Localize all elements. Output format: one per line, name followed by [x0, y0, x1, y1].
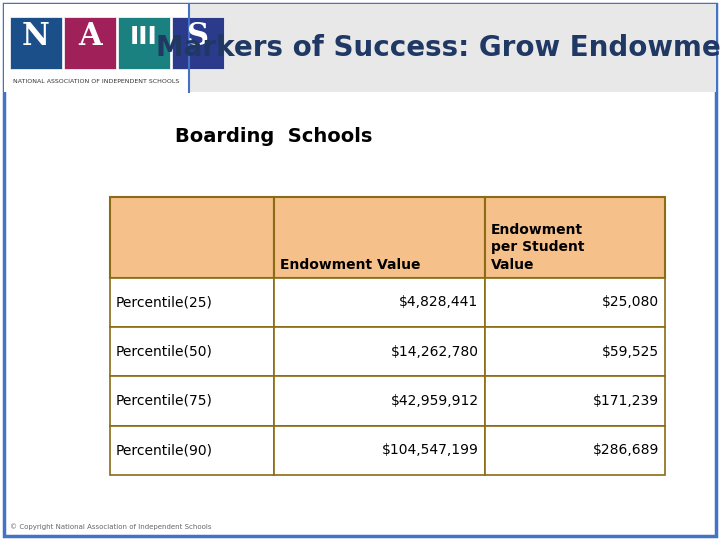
Bar — [485, 197, 665, 278]
Text: $42,959,912: $42,959,912 — [390, 394, 479, 408]
Text: Percentile(90): Percentile(90) — [116, 443, 213, 457]
Bar — [485, 327, 665, 376]
Text: A: A — [78, 21, 102, 52]
Bar — [110, 197, 274, 278]
Text: Percentile(25): Percentile(25) — [116, 295, 213, 309]
Text: N: N — [22, 21, 50, 52]
Text: Endowment
per Student
Value: Endowment per Student Value — [490, 223, 584, 272]
Text: S: S — [187, 21, 209, 52]
Text: $59,525: $59,525 — [602, 345, 659, 359]
Bar — [110, 278, 274, 327]
Bar — [274, 426, 485, 475]
Text: $4,828,441: $4,828,441 — [400, 295, 479, 309]
Text: Endowment Value: Endowment Value — [280, 258, 420, 272]
Bar — [110, 426, 274, 475]
Bar — [4, 4, 189, 92]
Bar — [10, 17, 62, 69]
Text: $104,547,199: $104,547,199 — [382, 443, 479, 457]
Bar — [118, 17, 170, 69]
Bar — [4, 4, 716, 92]
Text: III: III — [130, 25, 158, 49]
Text: $286,689: $286,689 — [593, 443, 659, 457]
Bar — [274, 278, 485, 327]
Bar — [110, 327, 274, 376]
Bar — [485, 426, 665, 475]
Text: Percentile(50): Percentile(50) — [116, 345, 213, 359]
Text: Markers of Success: Grow Endowment: Markers of Success: Grow Endowment — [156, 34, 720, 62]
Bar — [485, 278, 665, 327]
Bar — [274, 327, 485, 376]
Bar — [274, 376, 485, 426]
Bar — [64, 17, 116, 69]
Bar — [485, 376, 665, 426]
Text: $171,239: $171,239 — [593, 394, 659, 408]
Text: © Copyright National Association of Independent Schools: © Copyright National Association of Inde… — [10, 523, 212, 530]
Text: Boarding  Schools: Boarding Schools — [175, 127, 372, 146]
Text: $14,262,780: $14,262,780 — [391, 345, 479, 359]
Bar — [172, 17, 224, 69]
Text: $25,080: $25,080 — [602, 295, 659, 309]
Bar — [274, 197, 485, 278]
Bar — [110, 376, 274, 426]
Text: NATIONAL ASSOCIATION OF INDEPENDENT SCHOOLS: NATIONAL ASSOCIATION OF INDEPENDENT SCHO… — [14, 79, 179, 84]
Text: Percentile(75): Percentile(75) — [116, 394, 213, 408]
